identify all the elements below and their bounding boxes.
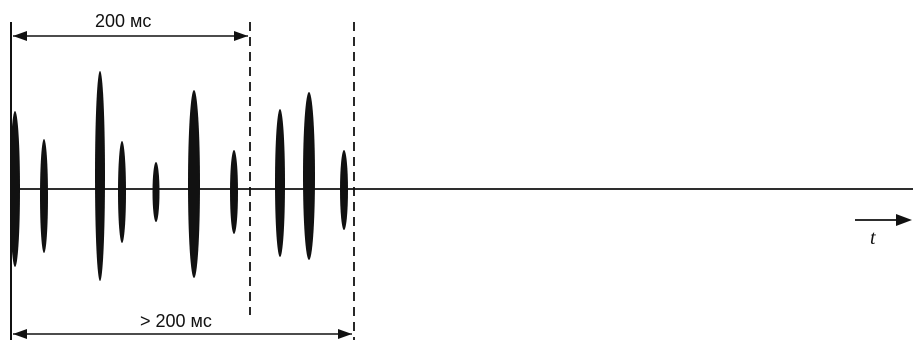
burst-9 xyxy=(303,92,315,260)
top-dimension-arrow xyxy=(13,31,248,41)
bottom-interval-label: > 200 мс xyxy=(140,311,212,331)
burst-6 xyxy=(188,90,200,278)
burst-2 xyxy=(40,139,48,253)
burst-1 xyxy=(10,111,20,267)
burst-10 xyxy=(340,150,348,230)
bottom-dimension-arrow xyxy=(13,329,352,339)
burst-3 xyxy=(95,71,105,281)
burst-7 xyxy=(230,150,238,234)
burst-8 xyxy=(275,109,285,257)
signal-bursts xyxy=(10,71,348,281)
burst-4 xyxy=(118,141,126,243)
top-interval-label: 200 мс xyxy=(95,11,151,31)
time-axis-label: t xyxy=(870,227,876,249)
time-arrow xyxy=(855,214,912,226)
burst-5 xyxy=(152,162,160,222)
